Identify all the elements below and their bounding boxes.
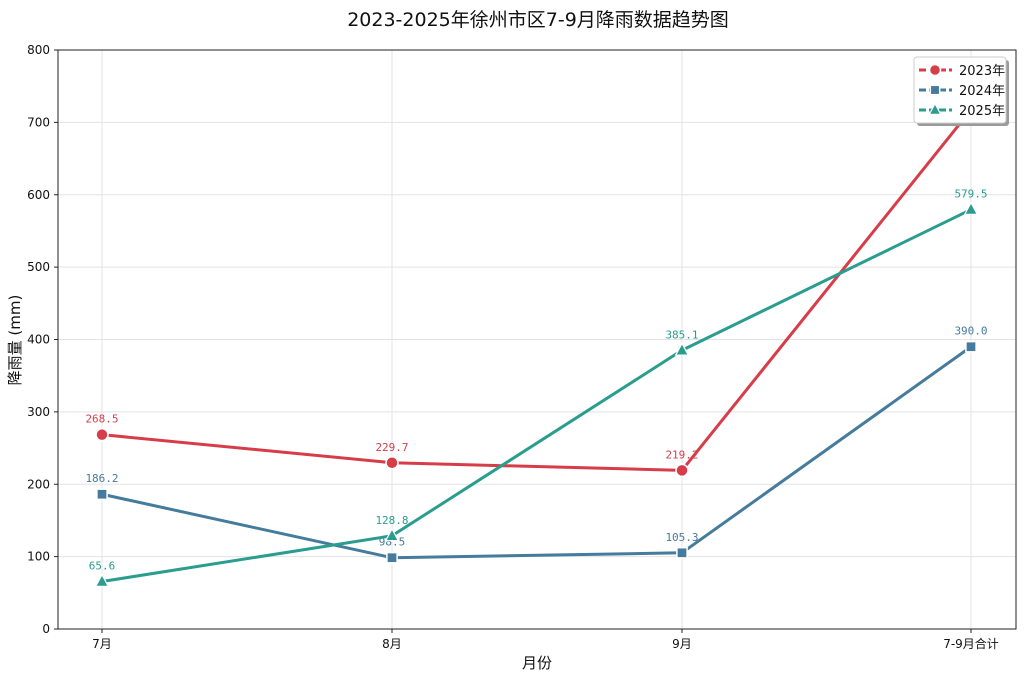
series-2025-marker bbox=[674, 342, 690, 356]
series-2024-data-label: 98.5 bbox=[379, 536, 406, 549]
series-2025-marker bbox=[94, 573, 110, 587]
series-2023-marker bbox=[675, 463, 689, 478]
y-tick-label: 800 bbox=[27, 43, 50, 57]
series-2023-data-label: 219.2 bbox=[665, 448, 698, 461]
legend: 2023年 2024年 2025年 bbox=[913, 56, 1009, 126]
y-tick-label: 200 bbox=[27, 477, 50, 491]
legend-item-2025-marker bbox=[928, 102, 942, 115]
series-2024-data-label: 390.0 bbox=[954, 325, 987, 338]
series-2025-line bbox=[101, 208, 972, 584]
legend-item-2024-label: 2024年 bbox=[959, 84, 1005, 99]
legend-item-2025-label: 2025年 bbox=[959, 104, 1005, 119]
series-2024-data-label: 105.3 bbox=[665, 531, 698, 544]
series-2024 bbox=[96, 340, 977, 564]
y-axis-label: 降雨量 (mm) bbox=[6, 295, 24, 386]
series-2025 bbox=[94, 201, 979, 587]
series-2025-data-label: 385.1 bbox=[665, 328, 698, 341]
y-tick-label: 500 bbox=[27, 260, 50, 274]
series-2023-line bbox=[101, 108, 973, 472]
x-tick-label: 8月 bbox=[382, 637, 402, 651]
series-layer: 268.5 229.7 219.2 186.2 98.5 105.3 390.0 65.6 12… bbox=[85, 103, 988, 587]
series-2025-data-label: 65.6 bbox=[89, 560, 116, 573]
x-tick-label: 7-9月合计 bbox=[943, 636, 999, 651]
x-tick-label: 7月 bbox=[92, 637, 112, 651]
axis-layer: 0 100 200 300 400 500 600 700 800 7月 8月 9月 7-9月合计 bbox=[27, 43, 999, 651]
y-tick-label: 600 bbox=[27, 188, 50, 202]
series-2024-line bbox=[101, 345, 972, 560]
series-2025-data-label: 579.5 bbox=[954, 188, 987, 201]
legend-item-2023-label: 2023年 bbox=[959, 64, 1005, 79]
series-2024-marker bbox=[386, 551, 398, 564]
series-2024-marker bbox=[96, 488, 108, 501]
series-2024-marker bbox=[676, 546, 688, 559]
legend-item-2023-marker bbox=[928, 63, 942, 77]
y-tick-label: 700 bbox=[27, 115, 50, 129]
series-2023-data-label: 268.5 bbox=[85, 413, 118, 426]
series-2025-marker bbox=[963, 201, 979, 215]
series-2023-marker bbox=[95, 427, 109, 442]
chart-title: 2023-2025年徐州市区7-9月降雨数据趋势图 bbox=[347, 9, 729, 31]
series-2025-data-label: 128.8 bbox=[375, 514, 408, 527]
y-tick-label: 100 bbox=[27, 550, 50, 564]
series-2023-marker bbox=[385, 456, 399, 470]
x-axis-label: 月份 bbox=[522, 654, 552, 672]
y-tick-label: 300 bbox=[27, 405, 50, 419]
legend-item-2024-marker bbox=[929, 84, 941, 96]
series-2024-data-label: 186.2 bbox=[85, 472, 118, 485]
series-2024-marker bbox=[965, 340, 977, 353]
y-tick-label: 0 bbox=[42, 622, 50, 636]
y-tick-label: 400 bbox=[27, 333, 50, 347]
x-tick-label: 9月 bbox=[672, 637, 692, 651]
series-2023-data-label: 229.7 bbox=[375, 441, 408, 454]
series-2025-marker bbox=[384, 527, 400, 542]
